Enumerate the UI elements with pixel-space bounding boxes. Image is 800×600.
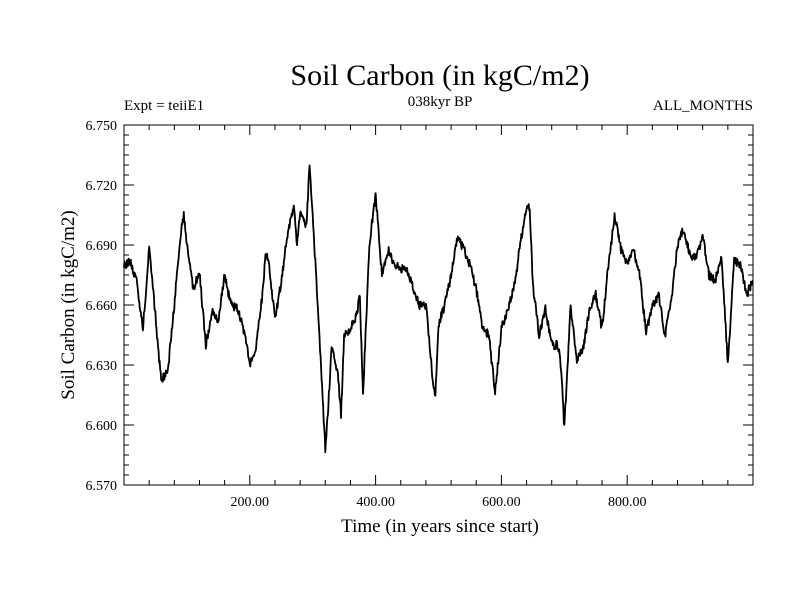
y-tick-label: 6.630: [86, 359, 118, 374]
y-tick-label: 6.660: [86, 299, 118, 314]
tick-group: [124, 124, 753, 486]
y-tick-label: 6.600: [86, 419, 118, 434]
experiment-label: Expt = teiiE1: [124, 98, 204, 114]
y-tick-label: 6.690: [86, 239, 118, 254]
months-label: ALL_MONTHS: [653, 98, 753, 114]
tick-label-group: 6.570 6.600 6.630 6.660 6.690 6.720 6.750 200.0…: [86, 119, 647, 510]
x-tick-label: 200.00: [231, 495, 270, 510]
y-tick-label: 6.750: [86, 119, 118, 134]
y-tick-label: 6.570: [86, 479, 118, 494]
period-label: 038kyr BP: [408, 94, 473, 110]
x-tick-label: 400.00: [356, 495, 395, 510]
chart-title: Soil Carbon (in kgC/m2): [290, 59, 589, 92]
x-tick-label: 600.00: [482, 495, 521, 510]
x-tick-label: 800.00: [608, 495, 647, 510]
soil-carbon-series-line: [123, 164, 754, 454]
y-tick-label: 6.720: [86, 179, 118, 194]
y-axis-label: Soil Carbon (in kgC/m2): [58, 210, 79, 399]
x-axis-label: Time (in years since start): [341, 516, 539, 537]
plot-frame: [123, 124, 754, 486]
